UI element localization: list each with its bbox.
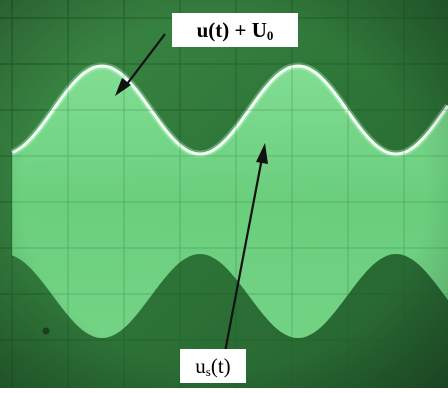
label-upper-main: u(t) + U: [196, 18, 267, 42]
arrow-top: [115, 33, 166, 96]
arrow-bottom: [223, 143, 268, 353]
label-bottom-prefix: u: [195, 354, 206, 378]
screen-dot: [42, 327, 50, 335]
label-upper-trace: u(t) + U0: [172, 13, 298, 47]
label-modulated-signal: us(t): [180, 349, 246, 383]
label-bottom-suffix: (t): [210, 354, 231, 378]
label-upper-subscript: 0: [266, 28, 274, 43]
label-bottom-subscript: s: [205, 364, 211, 379]
